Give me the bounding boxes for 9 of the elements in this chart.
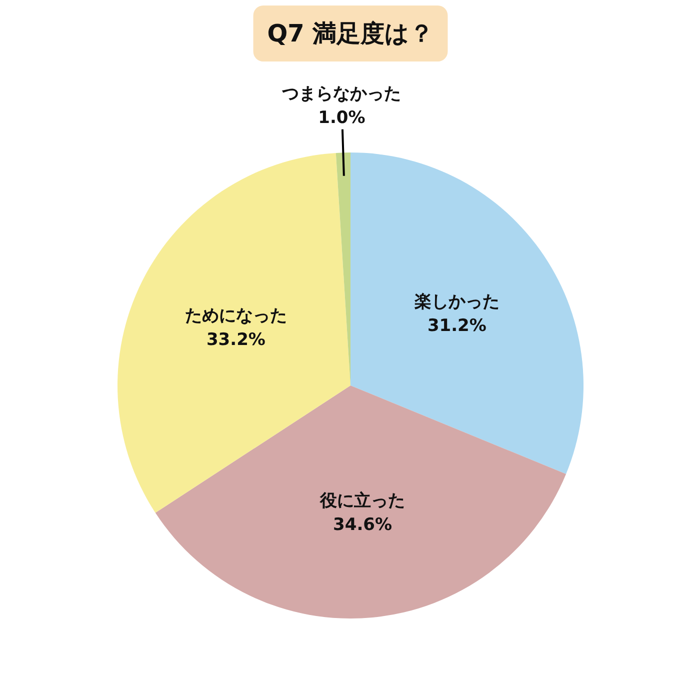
- data-label: 1.0%: [318, 108, 366, 128]
- slice-label: 役に立った: [319, 491, 406, 512]
- slice-label: ためになった: [184, 306, 287, 326]
- chart-title: Q7 満足度は？: [267, 20, 434, 48]
- slice-label: 楽しかった: [413, 292, 500, 312]
- data-label: 33.2%: [206, 330, 266, 350]
- data-label: 34.6%: [333, 515, 392, 536]
- data-label: 31.2%: [427, 316, 486, 336]
- slice-label: つまらなかった: [281, 84, 402, 104]
